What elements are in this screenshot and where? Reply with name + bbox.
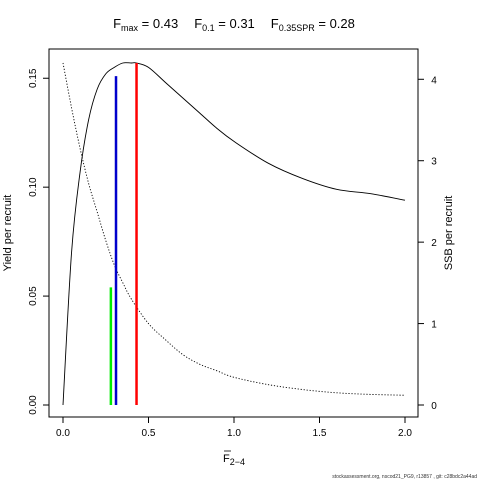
x-axis-label: F2−4 xyxy=(223,453,245,467)
plot-frame xyxy=(48,48,419,418)
title-fspr-sub: 0.35SPR xyxy=(279,23,316,33)
y-right-tick-label: 0 xyxy=(431,401,437,412)
axis-ticks: 0.0 0.5 1.0 1.5 2.0 0.00 0.05 0.10 0.15 0 1 2 3 4 xyxy=(28,68,437,439)
footer-text: stockassessment.org, nscod21_PG9, r13857… xyxy=(332,474,477,480)
ssb-per-recruit-line xyxy=(62,62,406,396)
y-tick-label: 0.15 xyxy=(28,68,39,88)
title-fspr-value: = 0.28 xyxy=(315,16,355,31)
x-tick-label: 1.0 xyxy=(227,428,241,439)
title-f01-sub: 0.1 xyxy=(202,23,215,33)
x-axis-label-sub: 2−4 xyxy=(230,457,245,467)
y-tick-label: 0.05 xyxy=(28,286,39,306)
x-tick-label: 0.5 xyxy=(142,428,156,439)
title-fmax-main: F xyxy=(113,16,121,31)
y-right-tick-label: 2 xyxy=(431,238,437,249)
title-fspr-main: F xyxy=(271,16,279,31)
x-tick-label: 1.5 xyxy=(313,428,327,439)
y-tick-label: 0.10 xyxy=(28,177,39,197)
x-axis-label-main: F xyxy=(223,453,230,465)
y-axis-label: Yield per recruit xyxy=(2,195,14,272)
curves xyxy=(62,62,406,406)
title-fmax-value: = 0.43 xyxy=(138,16,178,31)
y-right-tick-label: 4 xyxy=(431,75,437,86)
y-axis-label-right: SSB per recruit xyxy=(443,196,455,271)
x-tick-label: 2.0 xyxy=(398,428,412,439)
x-tick-label: 0.0 xyxy=(56,428,70,439)
title-fmax-sub: max xyxy=(121,23,139,33)
y-tick-label: 0.00 xyxy=(28,395,39,415)
reference-lines xyxy=(109,63,138,405)
title-f01-value: = 0.31 xyxy=(215,16,255,31)
yield-per-recruit-line xyxy=(62,62,406,406)
chart-title: Fmax = 0.43 F0.1 = 0.31 F0.35SPR = 0.28 xyxy=(113,16,355,33)
y-right-tick-label: 1 xyxy=(431,320,437,331)
y-right-tick-label: 3 xyxy=(431,157,437,168)
title-f01-main: F xyxy=(194,16,202,31)
